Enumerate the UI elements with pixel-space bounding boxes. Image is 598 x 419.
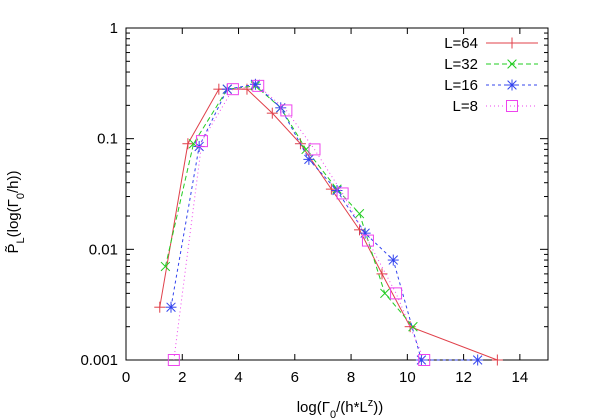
data-point bbox=[308, 143, 321, 156]
legend-marker bbox=[506, 100, 518, 112]
data-point bbox=[376, 268, 388, 280]
data-point bbox=[359, 227, 371, 239]
legend-label: L=64 bbox=[444, 35, 478, 52]
plot-frame bbox=[125, 27, 549, 361]
x-tick-label: 6 bbox=[291, 369, 299, 386]
data-point bbox=[266, 107, 278, 119]
data-point bbox=[418, 354, 431, 366]
data-point bbox=[165, 301, 177, 313]
data-point bbox=[167, 354, 180, 366]
data-point bbox=[415, 354, 427, 366]
x-tick-label: 8 bbox=[347, 369, 355, 386]
series-line bbox=[170, 83, 478, 361]
y-tick-label: 0.1 bbox=[97, 131, 118, 148]
data-point bbox=[408, 321, 418, 332]
plot-area-border bbox=[125, 27, 549, 361]
x-axis-label: log(Γ0/(h*Lz)) bbox=[297, 397, 384, 419]
data-point bbox=[252, 79, 265, 92]
y-tick-label: 1 bbox=[110, 20, 118, 37]
data-point bbox=[303, 153, 315, 165]
data-point bbox=[491, 354, 503, 366]
legend-marker bbox=[507, 59, 517, 69]
series-l16 bbox=[165, 78, 484, 366]
x-tick-label: 10 bbox=[399, 369, 416, 386]
legend-label: L=32 bbox=[444, 56, 478, 73]
series-l32 bbox=[160, 81, 418, 332]
legend-label: L=16 bbox=[444, 77, 478, 94]
data-point bbox=[472, 354, 484, 366]
data-point bbox=[387, 254, 399, 266]
x-axis: 0 2 4 6 8 10 12 14 bbox=[122, 28, 528, 386]
data-point bbox=[354, 208, 365, 219]
data-point bbox=[336, 187, 349, 200]
legend-marker bbox=[506, 37, 518, 49]
x-tick-label: 14 bbox=[512, 369, 529, 386]
data-point bbox=[195, 135, 208, 148]
data-point bbox=[154, 301, 166, 313]
data-point bbox=[280, 104, 293, 117]
y-tick-label: 0.01 bbox=[89, 241, 118, 258]
data-point bbox=[361, 234, 374, 247]
x-tick-label: 0 bbox=[122, 369, 130, 386]
data-point bbox=[182, 138, 194, 150]
data-point bbox=[160, 261, 171, 272]
x-tick-label: 4 bbox=[234, 369, 242, 386]
y-tick-label: 0.001 bbox=[80, 352, 118, 369]
x-tick-label: 2 bbox=[178, 369, 186, 386]
series-l64 bbox=[154, 83, 503, 366]
x-tick-label: 12 bbox=[455, 369, 472, 386]
legend: L=64 L=32 L=16 L=8 bbox=[444, 35, 538, 115]
y-axis: 0.001 0.01 0.1 1 bbox=[80, 20, 548, 369]
series-layer bbox=[154, 78, 503, 366]
series-line bbox=[159, 88, 498, 361]
data-point bbox=[226, 83, 239, 96]
data-point bbox=[390, 287, 403, 300]
y-axis-label: P̃L(log(Γ0/h)) bbox=[5, 170, 27, 253]
legend-label: L=8 bbox=[453, 98, 478, 115]
series-line bbox=[173, 85, 425, 361]
data-point bbox=[380, 288, 390, 299]
legend-marker bbox=[506, 79, 518, 91]
series-line bbox=[164, 85, 414, 328]
series-l8 bbox=[167, 79, 431, 366]
